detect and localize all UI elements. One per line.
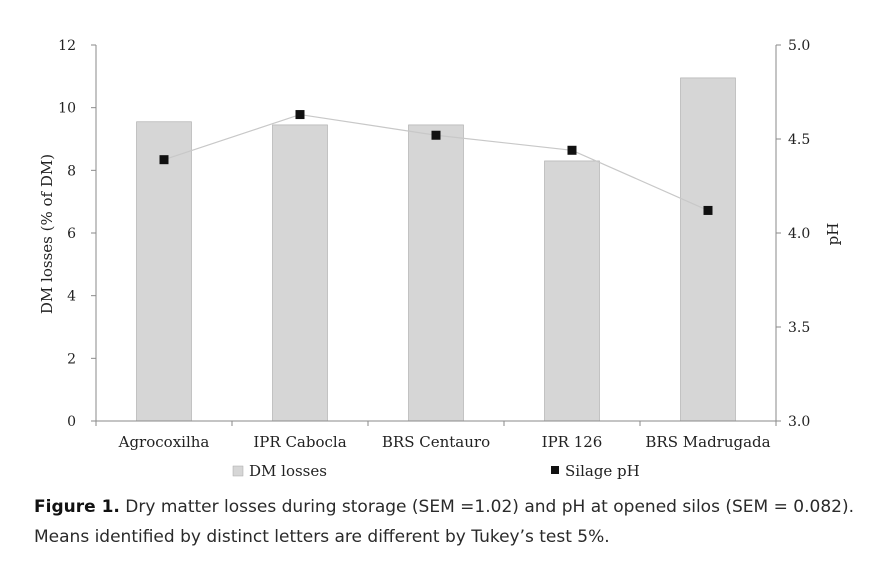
legend-label-dm-losses: DM losses bbox=[249, 462, 327, 480]
y-axis-label-right: pH bbox=[824, 223, 842, 246]
x-tick-label: BRS Madrugada bbox=[645, 433, 770, 451]
bar-brs-madrugada bbox=[680, 77, 736, 422]
bar-agrocoxilha bbox=[136, 121, 192, 422]
caption-text: Dry matter losses during storage (SEM =1… bbox=[34, 497, 854, 547]
legend: DM losses Silage pH bbox=[232, 462, 640, 480]
x-tick-label: IPR 126 bbox=[542, 433, 603, 451]
y-tick-label-right: 3.5 bbox=[788, 320, 810, 336]
ph-marker-brs-madrugada bbox=[703, 205, 713, 215]
y-tick-label-left: 0 bbox=[67, 414, 76, 430]
caption-label: Figure 1. bbox=[34, 497, 120, 517]
y-tick-label-left: 8 bbox=[67, 163, 76, 179]
bar-ipr-cabocla bbox=[272, 124, 328, 422]
x-tick-label: Agrocoxilha bbox=[118, 433, 210, 451]
y-axis-label-left: DM losses (% of DM) bbox=[38, 154, 56, 314]
y-tick-label-right: 3.0 bbox=[788, 414, 810, 430]
y-tick-label-right: 4.5 bbox=[788, 132, 810, 148]
ph-marker-ipr-cabocla bbox=[295, 110, 305, 120]
ph-marker-ipr-126 bbox=[567, 145, 577, 155]
x-tick-label: BRS Centauro bbox=[382, 433, 490, 451]
figure-caption: Figure 1. Dry matter losses during stora… bbox=[34, 492, 854, 552]
x-tick-label: IPR Cabocla bbox=[253, 433, 346, 451]
plot-area: 0 2 4 6 8 10 12 3.0 3.5 4.0 4.5 5.0 Agrocoxilha IPR C… bbox=[58, 38, 810, 451]
y-tick-label-right: 4.0 bbox=[788, 226, 810, 242]
y-tick-label-left: 4 bbox=[67, 289, 76, 305]
legend-label-silage-ph: Silage pH bbox=[565, 462, 640, 480]
legend-swatch-dm-losses bbox=[232, 465, 244, 477]
y-tick-label-left: 6 bbox=[67, 226, 76, 242]
ph-marker-brs-centauro bbox=[431, 130, 441, 140]
ph-marker-agrocoxilha bbox=[159, 155, 169, 165]
bar-brs-centauro bbox=[408, 124, 464, 422]
bar-ipr-126 bbox=[544, 160, 600, 422]
legend-marker-silage-ph bbox=[551, 466, 559, 474]
y-tick-label-right: 5.0 bbox=[788, 38, 810, 54]
y-tick-label-left: 10 bbox=[58, 101, 76, 117]
y-tick-label-left: 2 bbox=[67, 351, 76, 367]
y-tick-label-left: 12 bbox=[58, 38, 76, 54]
